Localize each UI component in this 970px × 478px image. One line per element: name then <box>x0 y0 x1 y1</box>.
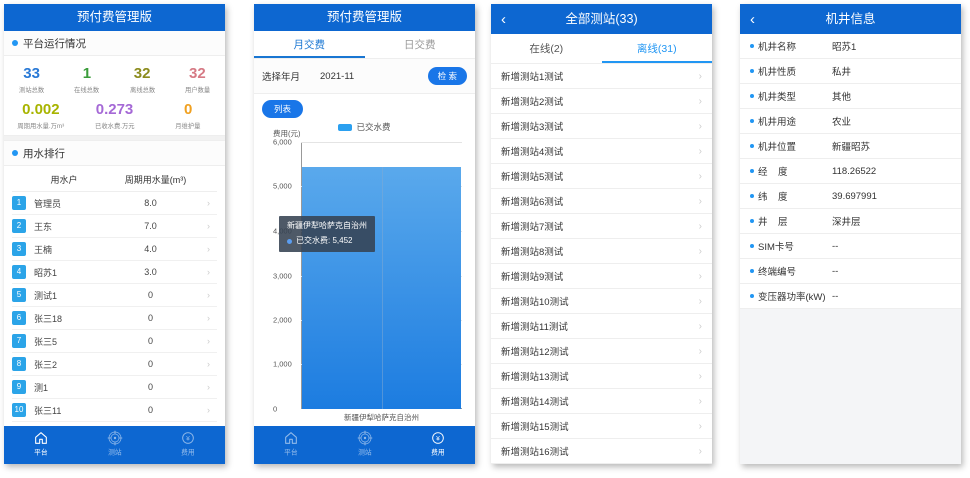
svg-text:¥: ¥ <box>186 436 190 443</box>
svg-text:¥: ¥ <box>436 436 440 443</box>
